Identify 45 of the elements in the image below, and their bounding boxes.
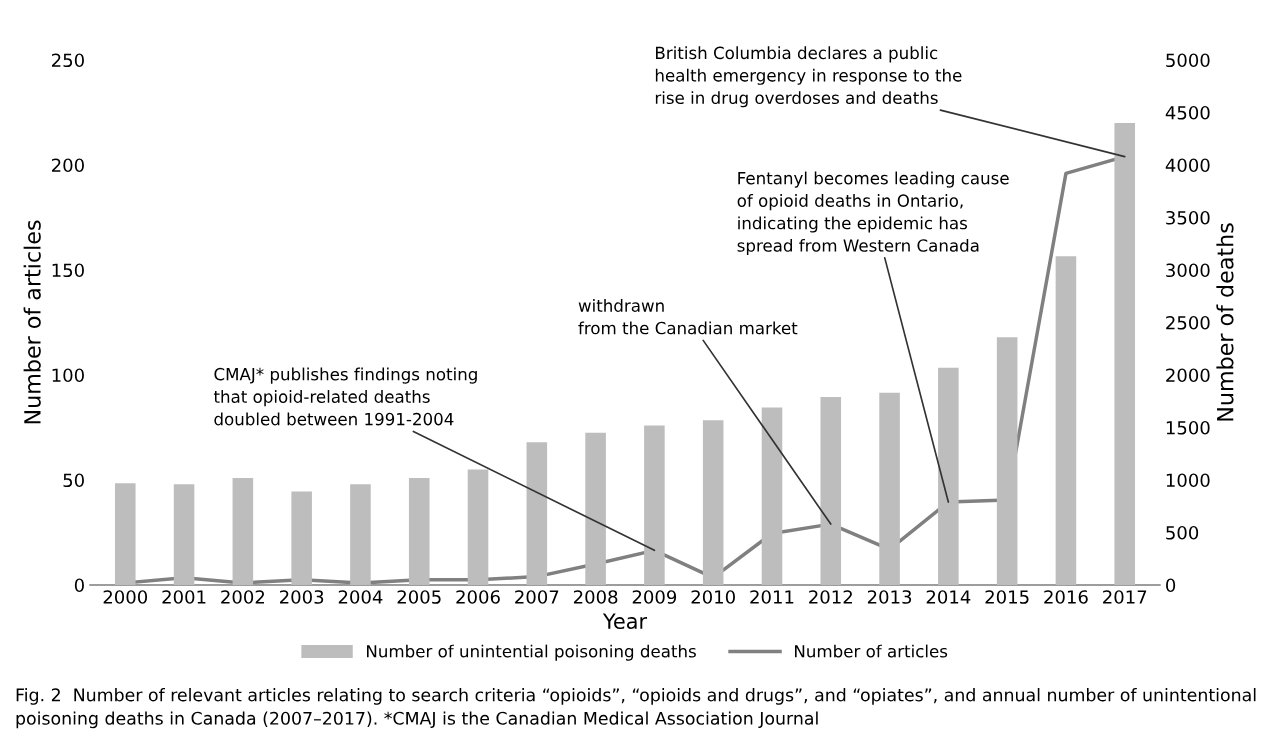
- y2-tick-label: 0: [1166, 578, 1176, 593]
- x-tick-label: 2016: [1044, 590, 1088, 604]
- y2-tick-label: 3500: [1166, 210, 1210, 225]
- x-tick-label: 2002: [221, 590, 265, 604]
- y-tick-label: 50: [63, 473, 84, 488]
- y-tick-label: 0: [74, 578, 84, 593]
- x-tick-label: 2015: [985, 590, 1029, 604]
- x-tick-label: 2006: [456, 590, 500, 604]
- y-tick-label: 100: [52, 368, 84, 383]
- annotation: CMAJ* publishes findings noting that opioid-related deaths doubled between 1991-2004: [213, 367, 477, 426]
- x-tick-label: 2000: [103, 590, 148, 604]
- y-axis-title: Number of articles: [23, 220, 41, 424]
- y-tick-label: 150: [52, 263, 84, 278]
- y2-tick-label: 5000: [1166, 53, 1210, 68]
- y2-tick-label: 2000: [1166, 368, 1210, 383]
- caption: Fig. 2 Number of relevant articles relating to search criteria “opioids”, “opioids and drugs”, and “opiates”, and annual number of unintentional poisoning deaths in Canada (2007–2017). *CMAJ is the Canadian Medical Association Journal: [16, 688, 1256, 729]
- x-tick-label: 2003: [280, 590, 324, 604]
- annotation: British Columbia declares a public health emergency in response to the rise in drug overdoses and deaths: [655, 46, 962, 108]
- x-tick-label: 2013: [867, 590, 912, 604]
- y2-axis-title: Number of deaths: [1216, 223, 1234, 421]
- annotation: Fentanyl becomes leading cause of opioid deaths in Ontario, indicating the epidemic has spread from Western Canada: [737, 171, 1009, 256]
- y2-tick-label: 3000: [1166, 263, 1210, 278]
- x-tick-label: 2009: [632, 590, 677, 604]
- x-tick-label: 2008: [573, 590, 618, 604]
- y-tick-label: 250: [52, 53, 84, 68]
- x-tick-label: 2005: [397, 590, 441, 604]
- y2-tick-label: 1500: [1166, 420, 1210, 435]
- legend-label: Number of articles: [795, 644, 948, 658]
- x-tick-label: 2010: [691, 590, 735, 604]
- y-tick-label: 200: [52, 158, 84, 173]
- x-tick-label: 2017: [1103, 590, 1147, 604]
- y2-tick-label: 4500: [1165, 105, 1210, 120]
- x-tick-label: 2011: [750, 590, 794, 604]
- x-axis-title: Year: [602, 613, 648, 630]
- y2-tick-label: 2500: [1166, 315, 1210, 330]
- x-tick-label: 2004: [338, 590, 383, 604]
- y2-tick-label: 4000: [1165, 158, 1210, 173]
- x-tick-label: 2007: [515, 590, 559, 604]
- x-tick-label: 2012: [809, 590, 852, 604]
- legend-label: Number of unintential poisoning deaths: [367, 644, 696, 661]
- y2-tick-label: 1000: [1166, 473, 1210, 488]
- annotation: withdrawn from the Canadian market: [578, 299, 798, 335]
- x-tick-label: 2014: [926, 590, 971, 604]
- x-tick-label: 2001: [162, 590, 206, 604]
- y2-tick-label: 500: [1166, 525, 1199, 540]
